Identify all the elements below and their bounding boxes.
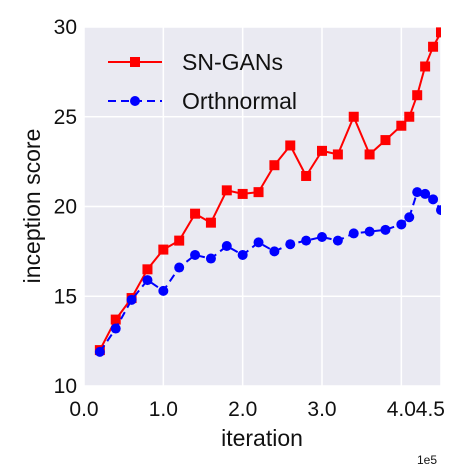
y-tick-label: 20 [54,196,77,219]
data-point-sn-gans [301,170,312,181]
legend-label-orthnormal: Orthnormal [182,88,297,114]
data-point-sn-gans [396,120,407,131]
x-axis-offset-label: 1e5 [417,453,437,467]
data-point-sn-gans [364,149,375,160]
data-point-sn-gans [317,145,327,156]
series-orthnormal [94,187,441,357]
data-point-orthnormal [412,187,423,198]
x-tick-label: 0.0 [69,398,98,421]
y-tick-label: 10 [54,375,77,398]
data-point-sn-gans [269,160,280,171]
data-point-sn-gans [404,111,415,122]
y-tick-label: 30 [54,16,77,39]
data-point-orthnormal [404,212,415,223]
data-point-sn-gans [190,208,201,219]
series-sn-gans [94,27,441,356]
data-point-orthnormal [269,246,280,257]
y-tick-label: 15 [54,285,77,308]
data-point-orthnormal [221,240,232,251]
data-point-orthnormal [94,346,105,357]
data-point-orthnormal [436,205,441,216]
data-point-orthnormal [301,235,312,246]
data-point-sn-gans [221,185,232,196]
data-point-orthnormal [174,262,185,273]
x-tick-label: 1.0 [149,398,178,421]
legend: SN-GANs Orthnormal [108,49,297,114]
x-axis-ticks: 0.0 1.0 2.0 3.0 4.0 4.5 [69,398,445,421]
data-point-orthnormal [142,275,153,286]
data-point-sn-gans [436,27,441,38]
data-point-sn-gans [332,149,343,160]
data-point-sn-gans [428,41,439,52]
legend-marker-orthnormal [130,96,140,106]
data-point-orthnormal [205,253,216,264]
data-point-orthnormal [126,294,137,305]
y-axis-ticks: 10 15 20 25 30 [54,16,77,398]
x-axis-label: iteration [221,425,303,451]
data-point-orthnormal [380,224,391,235]
data-point-orthnormal [110,323,121,334]
data-point-orthnormal [396,219,407,230]
data-point-orthnormal [285,239,296,250]
data-point-orthnormal [332,235,343,246]
data-point-sn-gans [412,90,423,101]
data-point-sn-gans [205,217,216,228]
data-point-sn-gans [174,235,185,246]
y-tick-label: 25 [54,106,77,129]
x-tick-label: 4.5 [416,398,445,421]
legend-label-sn-gans: SN-GANs [182,49,283,75]
data-point-orthnormal [428,194,439,205]
y-axis-label: inception score [19,129,45,284]
data-point-orthnormal [190,249,201,260]
data-point-orthnormal [364,226,375,237]
data-point-orthnormal [237,249,248,260]
data-point-orthnormal [158,285,169,296]
data-point-sn-gans [380,135,391,146]
data-point-sn-gans [142,264,153,275]
data-point-sn-gans [348,111,359,122]
data-point-orthnormal [348,228,359,239]
x-tick-label: 3.0 [307,398,336,421]
data-point-orthnormal [420,188,431,199]
data-point-sn-gans [237,188,248,199]
data-point-sn-gans [253,187,264,198]
data-point-sn-gans [420,61,431,72]
data-point-sn-gans [110,314,121,325]
series-layer [94,27,441,357]
data-point-sn-gans [285,140,296,151]
x-tick-label: 2.0 [228,398,257,421]
legend-marker-sn-gans [130,57,140,67]
data-point-orthnormal [317,232,327,243]
data-point-sn-gans [158,244,169,255]
data-point-orthnormal [253,237,264,248]
x-tick-label: 4.0 [387,398,416,421]
